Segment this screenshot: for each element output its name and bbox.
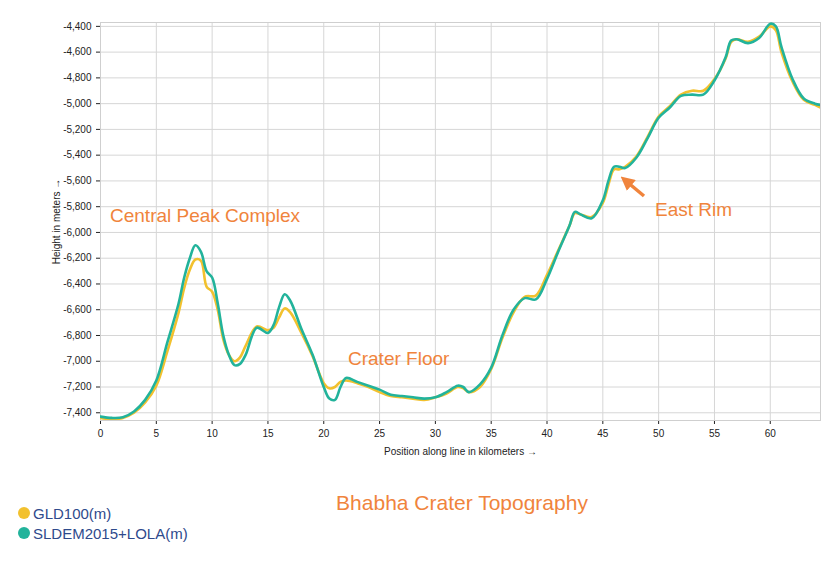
svg-text:-5,600: -5,600 [63, 175, 92, 186]
svg-text:20: 20 [318, 428, 330, 439]
svg-text:30: 30 [430, 428, 442, 439]
svg-text:-5,800: -5,800 [63, 201, 92, 212]
svg-text:-7,000: -7,000 [63, 355, 92, 366]
svg-text:-5,400: -5,400 [63, 149, 92, 160]
svg-text:25: 25 [374, 428, 386, 439]
html-text:GLD100(m): GLD100(m) [33, 504, 112, 522]
svg-text:-4,400: -4,400 [63, 21, 92, 32]
svg-text:50: 50 [653, 428, 665, 439]
html-text:Bhabha Crater Topography: Bhabha Crater Topography [336, 491, 588, 514]
svg-text:60: 60 [765, 428, 777, 439]
svg-text:-5,000: -5,000 [63, 98, 92, 109]
svg-text:Crater Floor: Crater Floor [348, 348, 450, 369]
svg-text:Central Peak Complex: Central Peak Complex [110, 205, 301, 226]
svg-text:-6,000: -6,000 [63, 227, 92, 238]
svg-text:10: 10 [207, 428, 219, 439]
svg-text:-6,600: -6,600 [63, 304, 92, 315]
svg-text:-7,400: -7,400 [63, 407, 92, 418]
svg-text:-6,200: -6,200 [63, 252, 92, 263]
svg-text:15: 15 [262, 428, 274, 439]
svg-text:-4,600: -4,600 [63, 46, 92, 57]
svg-text:-6,400: -6,400 [63, 278, 92, 289]
svg-text:Height in meters →: Height in meters → [51, 179, 62, 265]
svg-text:Position along line in kilomet: Position along line in kilometers → [384, 446, 537, 457]
svg-text:-4,800: -4,800 [63, 72, 92, 83]
svg-text:35: 35 [486, 428, 498, 439]
svg-text:55: 55 [709, 428, 721, 439]
svg-text:5: 5 [154, 428, 160, 439]
svg-text:-6,800: -6,800 [63, 330, 92, 341]
svg-text:-7,200: -7,200 [63, 381, 92, 392]
svg-text:East Rim: East Rim [655, 199, 732, 220]
svg-text:-5,200: -5,200 [63, 124, 92, 135]
svg-text:0: 0 [98, 428, 104, 439]
svg-text:40: 40 [541, 428, 553, 439]
svg-text:45: 45 [597, 428, 609, 439]
html-text:SLDEM2015+LOLA(m): SLDEM2015+LOLA(m) [33, 524, 188, 542]
